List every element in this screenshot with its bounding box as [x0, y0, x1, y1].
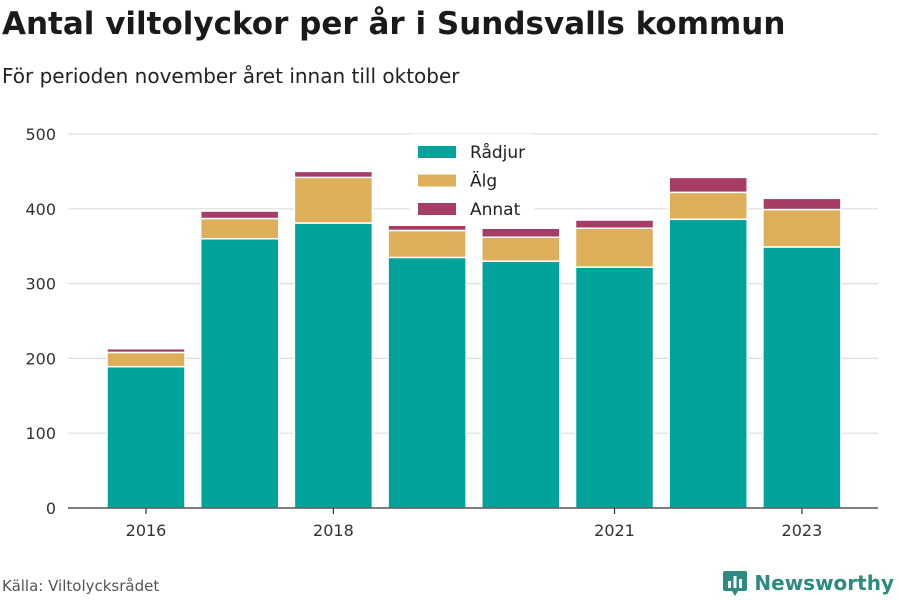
bar-radjur-2017: [199, 237, 280, 509]
bar-annat-2022: [668, 176, 748, 194]
bar-radjur-2020: [481, 260, 561, 509]
y-tick-label: 200: [25, 349, 56, 368]
x-axis-ticks: 2016 2018 2021 2023: [126, 508, 823, 540]
y-tick-label: 300: [25, 275, 56, 294]
bar-annat-2020: [481, 227, 561, 238]
bar-annat-2023: [762, 197, 842, 211]
bar-alg-2023: [762, 208, 842, 248]
bar-alg-2022: [668, 191, 748, 221]
y-tick-label: 500: [25, 125, 56, 144]
bar-radjur-2023: [762, 246, 842, 509]
chart-title: Antal viltolyckor per år i Sundsvalls ko…: [2, 6, 786, 42]
bar-alg-2021: [574, 227, 655, 268]
x-tick-label: 2018: [313, 521, 354, 540]
bar-alg-2018: [293, 176, 374, 224]
bar-alg-2017: [199, 217, 280, 240]
bar-alg-2016: [106, 351, 186, 368]
chart-legend: Rådjur Älg Annat: [410, 134, 534, 224]
legend-label: Annat: [470, 200, 521, 220]
bar-radjur-2019: [387, 256, 467, 509]
bar-annat-2018: [293, 170, 374, 179]
x-tick-label: 2016: [126, 521, 167, 540]
legend-swatch: [418, 203, 456, 215]
brand-name: Newsworthy: [754, 571, 894, 595]
bar-radjur-2021: [574, 266, 655, 509]
bar-radjur-2022: [668, 218, 748, 509]
x-tick-label: 2021: [594, 521, 635, 540]
bar-alg-2019: [387, 229, 467, 259]
legend-label: Älg: [470, 171, 497, 192]
bar-annat-2016: [106, 347, 186, 354]
bar-series: [106, 170, 842, 509]
bar-annat-2021: [574, 219, 655, 229]
y-tick-label: 400: [25, 200, 56, 219]
bar-annat-2019: [387, 224, 467, 232]
bar-annat-2017: [199, 210, 280, 220]
x-tick-label: 2023: [782, 521, 823, 540]
bar-radjur-2016: [106, 365, 186, 509]
bar-alg-2020: [481, 236, 561, 262]
y-tick-label: 0: [46, 499, 56, 518]
y-axis-ticks: 0 100 200 300 400 500: [25, 125, 56, 518]
source-note: Källa: Viltolycksrådet: [2, 577, 160, 595]
bar-radjur-2018: [293, 222, 374, 509]
bar-chart-icon: [723, 571, 748, 596]
legend-swatch: [418, 146, 456, 158]
legend-label: Rådjur: [470, 142, 525, 163]
chart-subtitle: För perioden november året innan till ok…: [2, 64, 460, 88]
brand-logo: Newsworthy: [722, 569, 894, 597]
legend-swatch: [418, 174, 456, 187]
y-tick-label: 100: [25, 424, 56, 443]
stacked-bar-chart: 0 100 200 300 400 500 2016 2018 2021 2023 Rådjur…: [25, 125, 878, 540]
